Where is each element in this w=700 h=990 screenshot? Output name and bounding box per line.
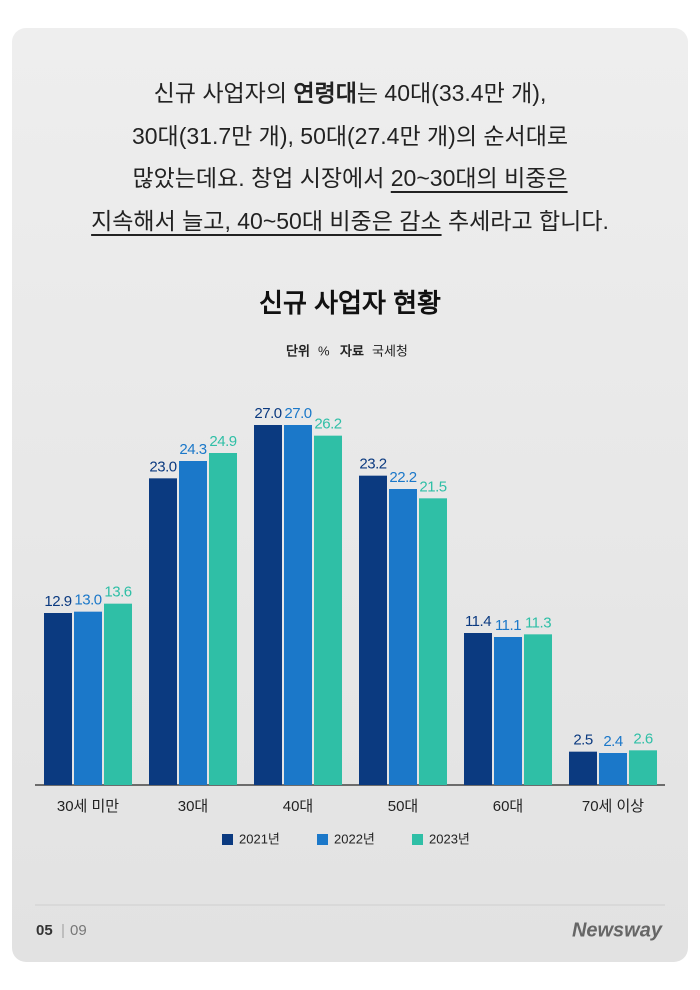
value-label: 21.5 bbox=[419, 478, 446, 495]
x-tick-label: 40대 bbox=[283, 798, 314, 815]
x-tick-label: 30세 미만 bbox=[57, 798, 119, 815]
intro-line: 신규 사업자의 연령대는 40대(33.4만 개), bbox=[0, 72, 700, 115]
bar bbox=[569, 751, 597, 785]
intro-text: 추세라고 합니다. bbox=[441, 207, 609, 234]
x-tick-label: 60대 bbox=[493, 798, 524, 815]
bar bbox=[389, 489, 417, 785]
source: 국세청 bbox=[372, 343, 408, 358]
value-label: 11.1 bbox=[495, 617, 521, 634]
intro-text: 많았는데요. 창업 시장에서 bbox=[132, 165, 391, 191]
intro-line: 지속해서 늘고, 40~50대 비중은 감소 추세라고 합니다. bbox=[0, 200, 700, 243]
intro-text: 는 40대(33.4만 개), bbox=[356, 80, 547, 106]
legend-label: 2023년 bbox=[429, 831, 470, 846]
legend-swatch bbox=[412, 834, 423, 845]
value-label: 27.0 bbox=[284, 405, 311, 422]
value-label: 24.3 bbox=[179, 441, 206, 458]
value-label: 2.5 bbox=[573, 732, 593, 749]
value-label: 22.2 bbox=[389, 469, 416, 486]
legend-label: 2021년 bbox=[239, 831, 280, 846]
card bbox=[12, 28, 688, 962]
intro-text: 신규 사업자의 bbox=[153, 80, 294, 106]
value-label: 12.9 bbox=[44, 593, 71, 610]
bar bbox=[284, 425, 312, 785]
value-label: 26.2 bbox=[314, 416, 341, 433]
bar bbox=[314, 435, 342, 785]
intro-text: 지속해서 늘고, 40~50대 비중은 감소 bbox=[91, 207, 442, 234]
bar bbox=[359, 475, 387, 785]
intro-text: 30대(31.7만 개), 50대(27.4만 개)의 순서대로 bbox=[131, 122, 569, 149]
value-label: 24.9 bbox=[209, 433, 236, 450]
value-label: 2.6 bbox=[633, 730, 653, 747]
bar bbox=[149, 478, 177, 785]
value-label: 13.6 bbox=[104, 584, 131, 601]
value-label: 13.0 bbox=[74, 592, 101, 609]
value-label: 27.0 bbox=[254, 405, 281, 422]
bar bbox=[104, 603, 132, 785]
bar bbox=[494, 637, 522, 785]
bar bbox=[419, 498, 447, 785]
intro-line: 많았는데요. 창업 시장에서 20~30대의 비중은 bbox=[0, 157, 700, 200]
intro-line: 30대(31.7만 개), 50대(27.4만 개)의 순서대로 bbox=[0, 115, 700, 158]
unit: % bbox=[318, 343, 330, 358]
bar bbox=[179, 461, 207, 785]
bar bbox=[74, 611, 102, 785]
x-tick-label: 50대 bbox=[388, 798, 419, 815]
x-tick-label: 30대 bbox=[178, 798, 209, 815]
bar bbox=[464, 633, 492, 785]
unit-label: 단위 bbox=[286, 343, 310, 358]
intro: 신규 사업자의 연령대는 40대(33.4만 개), 30대(31.7만 개),… bbox=[0, 72, 700, 242]
source-label: 자료 bbox=[340, 343, 364, 358]
bar bbox=[44, 613, 72, 785]
value-label: 23.2 bbox=[359, 456, 386, 473]
chart-title: 신규 사업자 현황 bbox=[259, 288, 441, 318]
bar bbox=[599, 753, 627, 785]
bar bbox=[209, 453, 237, 785]
bar bbox=[524, 634, 552, 785]
page-total: 09 bbox=[70, 922, 87, 939]
legend-label: 2022년 bbox=[334, 831, 375, 846]
bar bbox=[629, 750, 657, 785]
bar bbox=[254, 425, 282, 785]
page-number: 05 bbox=[36, 922, 53, 939]
legend-swatch bbox=[317, 834, 328, 845]
value-label: 23.0 bbox=[149, 458, 176, 475]
brand: Newsway bbox=[572, 919, 663, 941]
x-tick-label: 70세 이상 bbox=[582, 798, 644, 815]
legend-swatch bbox=[222, 834, 233, 845]
intro-text: 연령대 bbox=[293, 80, 357, 106]
value-label: 11.4 bbox=[465, 613, 491, 630]
intro-text: 20~30대의 비중은 bbox=[390, 165, 568, 191]
value-label: 2.4 bbox=[603, 733, 623, 750]
value-label: 11.3 bbox=[525, 614, 551, 631]
